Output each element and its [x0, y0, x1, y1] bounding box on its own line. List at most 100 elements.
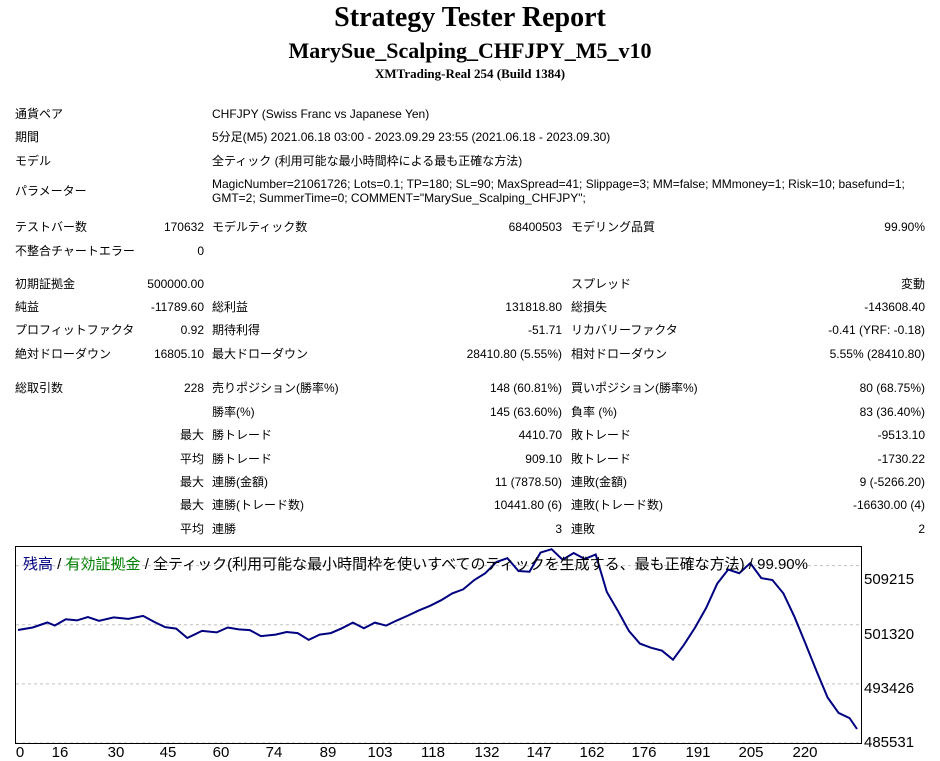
- max-drawdown-value: 28410.80 (5.55%): [466, 347, 562, 361]
- x-tick-label: 118: [421, 744, 445, 761]
- total-trades-value: 228: [183, 381, 204, 395]
- recovery-factor-value: -0.41 (YRF: -0.18): [828, 323, 925, 337]
- gross-profit-value: 131818.80: [505, 300, 562, 314]
- consec-wins-value: 11 (7878.50): [494, 475, 562, 489]
- deposit-value: 500000.00: [147, 277, 204, 291]
- y-tick-label: 501320: [864, 626, 915, 643]
- balance-chart: 残高 / 有効証拠金 / 全ティック(利用可能な最小時間枠を使いすべてのティック…: [15, 546, 862, 744]
- spread-label: スプレッド: [571, 277, 632, 291]
- legend-balance: 残高: [23, 556, 54, 573]
- largest-win-label: 勝トレード: [212, 428, 273, 442]
- consec-profit-label: 連勝(トレード数): [212, 498, 304, 512]
- legend-equity: 有効証拠金: [65, 556, 141, 573]
- x-tick-label: 162: [579, 744, 605, 761]
- max-prefix: 最大: [179, 498, 204, 512]
- params-label: パラメーター: [15, 184, 87, 198]
- period-value: 5分足(M5) 2021.06.18 03:00 - 2023.09.29 23…: [212, 130, 611, 144]
- x-tick-label: 103: [367, 744, 393, 761]
- x-tick-label: 74: [265, 744, 283, 761]
- x-tick-label: 45: [159, 744, 177, 761]
- largest-win-value: 4410.70: [518, 428, 562, 442]
- y-tick-label: 485531: [864, 734, 915, 751]
- y-tick-label: 493426: [864, 680, 915, 697]
- bars-label: テストバー数: [15, 220, 88, 234]
- short-positions-value: 148 (60.81%): [489, 381, 562, 395]
- net-profit-value: -11789.60: [150, 300, 204, 314]
- x-tick-label: 16: [51, 744, 69, 761]
- avg-consec-losses-value: 2: [918, 522, 925, 536]
- model-label: モデル: [15, 154, 52, 168]
- bars-value: 170632: [163, 220, 204, 234]
- x-tick-label: 205: [738, 744, 764, 761]
- symbol-value: CHFJPY (Swiss Franc vs Japanese Yen): [212, 107, 430, 121]
- spread-value: 変動: [900, 277, 925, 291]
- max-prefix: 最大: [179, 475, 204, 489]
- largest-loss-label: 敗トレード: [571, 428, 632, 442]
- consec-loss-label: 連敗(トレード数): [571, 498, 663, 512]
- avg-prefix: 平均: [179, 452, 204, 466]
- x-tick-label: 132: [474, 744, 500, 761]
- x-tick-label: 60: [212, 744, 230, 761]
- chart-legend: 残高 / 有効証拠金 / 全ティック(利用可能な最小時間枠を使いすべてのティック…: [23, 553, 808, 574]
- max-drawdown-label: 最大ドローダウン: [212, 347, 309, 361]
- symbol-label: 通貨ペア: [15, 107, 64, 121]
- consec-wins-label: 連勝(金額): [212, 475, 268, 489]
- total-trades-label: 総取引数: [15, 381, 64, 395]
- abs-drawdown-value: 16805.10: [153, 347, 204, 361]
- x-tick-label: 191: [685, 744, 711, 761]
- ticks-value: 68400503: [508, 220, 562, 234]
- consec-profit-value: 10441.80 (6): [493, 498, 562, 512]
- model-value: 全ティック (利用可能な最小時間枠による最も正確な方法): [212, 154, 523, 168]
- chart-plot: [16, 548, 861, 743]
- consec-losses-value: 9 (-5266.20): [859, 475, 925, 489]
- x-tick-label: 147: [526, 744, 552, 761]
- recovery-factor-label: リカバリーファクタ: [571, 323, 678, 337]
- x-tick-label: 176: [631, 744, 657, 761]
- quality-label: モデリング品質: [571, 220, 656, 234]
- largest-loss-value: -9513.10: [877, 428, 925, 442]
- avg-loss-label: 敗トレード: [571, 452, 632, 466]
- avg-win-value: 909.10: [525, 452, 562, 466]
- max-prefix: 最大: [179, 428, 204, 442]
- rel-drawdown-label: 相対ドローダウン: [571, 347, 668, 361]
- avg-win-label: 勝トレード: [212, 452, 273, 466]
- short-positions-label: 売りポジション(勝率%): [212, 381, 339, 395]
- gross-loss-value: -143608.40: [864, 300, 925, 314]
- params-value: MagicNumber=21061726; Lots=0.1; TP=180; …: [212, 177, 905, 205]
- avg-consec-losses-label: 連敗: [571, 522, 596, 536]
- avg-loss-value: -1730.22: [877, 452, 925, 466]
- server-info: XMTrading-Real 254 (Build 1384): [374, 66, 566, 81]
- gross-loss-label: 総損失: [571, 300, 608, 314]
- loss-rate-label: 負率 (%): [571, 405, 617, 419]
- expert-name: MarySue_Scalping_CHFJPY_M5_v10: [288, 38, 652, 63]
- report-title: Strategy Tester Report: [334, 2, 606, 33]
- gross-profit-label: 総利益: [212, 300, 249, 314]
- x-tick-label: 220: [792, 744, 818, 761]
- long-positions-value: 80 (68.75%): [859, 381, 925, 395]
- win-rate-label: 勝率(%): [212, 405, 255, 419]
- x-tick-label: 89: [319, 744, 337, 761]
- deposit-label: 初期証拠金: [15, 277, 76, 291]
- quality-value: 99.90%: [884, 220, 925, 234]
- avg-consec-wins-value: 3: [555, 522, 562, 536]
- long-positions-label: 買いポジション(勝率%): [571, 381, 698, 395]
- expected-payoff-value: -51.71: [527, 323, 562, 337]
- profit-factor-label: プロフィットファクタ: [15, 323, 135, 337]
- balance-line: [17, 548, 858, 730]
- avg-prefix: 平均: [179, 522, 204, 536]
- x-tick-label: 0: [15, 744, 25, 761]
- avg-consec-wins-label: 連勝: [212, 522, 237, 536]
- mismatch-value: 0: [197, 244, 204, 258]
- expected-payoff-label: 期待利得: [212, 323, 261, 337]
- loss-rate-value: 83 (36.40%): [859, 405, 925, 419]
- profit-factor-value: 0.92: [180, 323, 204, 337]
- legend-separator: /: [53, 556, 66, 573]
- y-tick-label: 509215: [864, 571, 915, 588]
- x-tick-label: 30: [107, 744, 125, 761]
- legend-description: / 全ティック(利用可能な最小時間枠を使いすべてのティックを生成する、最も正確な…: [140, 556, 808, 573]
- ticks-label: モデルティック数: [212, 220, 308, 234]
- consec-losses-label: 連敗(金額): [571, 475, 627, 489]
- abs-drawdown-label: 絶対ドローダウン: [15, 347, 112, 361]
- period-label: 期間: [15, 130, 40, 144]
- rel-drawdown-value: 5.55% (28410.80): [829, 347, 925, 361]
